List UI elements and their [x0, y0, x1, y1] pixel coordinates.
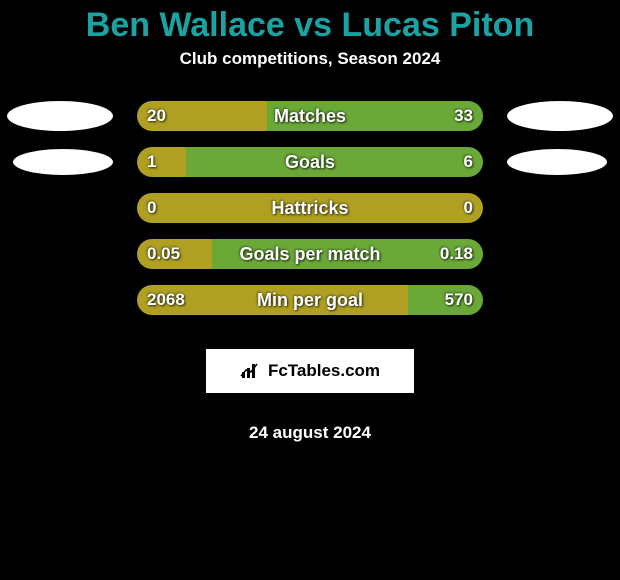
- player-avatar-right: [507, 149, 607, 175]
- bar-segment-left: [137, 193, 483, 223]
- stat-row: 0Hattricks0: [0, 193, 620, 223]
- bar-segment-right: [212, 239, 483, 269]
- player-avatar-right: [507, 101, 613, 131]
- stat-bar: 1Goals6: [137, 147, 483, 177]
- player-avatar-left: [13, 149, 113, 175]
- stat-bar: 0Hattricks0: [137, 193, 483, 223]
- bar-segment-right: [267, 101, 483, 131]
- stat-row: 1Goals6: [0, 147, 620, 177]
- bar-segment-left: [137, 285, 408, 315]
- bar-segment-left: [137, 101, 267, 131]
- player-avatar-left: [7, 101, 113, 131]
- stat-row: 0.05Goals per match0.18: [0, 239, 620, 269]
- stat-bar: 20Matches33: [137, 101, 483, 131]
- bar-segment-right: [186, 147, 483, 177]
- stat-bar: 0.05Goals per match0.18: [137, 239, 483, 269]
- page-title: Ben Wallace vs Lucas Piton: [0, 0, 620, 45]
- bar-chart-icon: [240, 362, 262, 380]
- stat-bar: 2068Min per goal570: [137, 285, 483, 315]
- subtitle: Club competitions, Season 2024: [0, 49, 620, 69]
- brand-text: FcTables.com: [268, 361, 380, 381]
- stat-row: 20Matches33: [0, 101, 620, 131]
- bar-segment-left: [137, 239, 212, 269]
- comparison-container: 20Matches33 1Goals6 0Hattricks0 0.05Goals p…: [0, 101, 620, 443]
- brand-box: FcTables.com: [206, 349, 414, 393]
- bar-segment-left: [137, 147, 186, 177]
- date-text: 24 august 2024: [249, 423, 371, 443]
- bar-segment-right: [408, 285, 483, 315]
- stat-row: 2068Min per goal570: [0, 285, 620, 315]
